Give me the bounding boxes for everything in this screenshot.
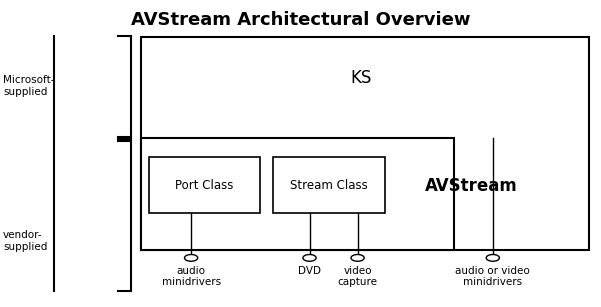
Bar [273,157,385,213]
Text: Stream Class: Stream Class [290,179,368,192]
Text: AVStream: AVStream [426,177,518,195]
Text: AVStream Architectural Overview: AVStream Architectural Overview [131,11,470,29]
Text: video
capture: video capture [338,266,377,287]
Bar [141,37,589,250]
Text: Port Class: Port Class [175,179,234,192]
Text: audio
minidrivers: audio minidrivers [162,266,221,287]
Circle shape [303,255,316,261]
Circle shape [351,255,364,261]
Text: DVD: DVD [298,266,321,276]
Text: KS: KS [350,69,371,87]
Text: Microsoft-
supplied: Microsoft- supplied [3,75,55,97]
Bar [141,138,454,250]
Bar [149,157,260,213]
Text: audio or video
minidrivers: audio or video minidrivers [456,266,530,287]
Circle shape [185,255,198,261]
Text: vendor-
supplied: vendor- supplied [3,230,47,252]
Circle shape [486,255,499,261]
